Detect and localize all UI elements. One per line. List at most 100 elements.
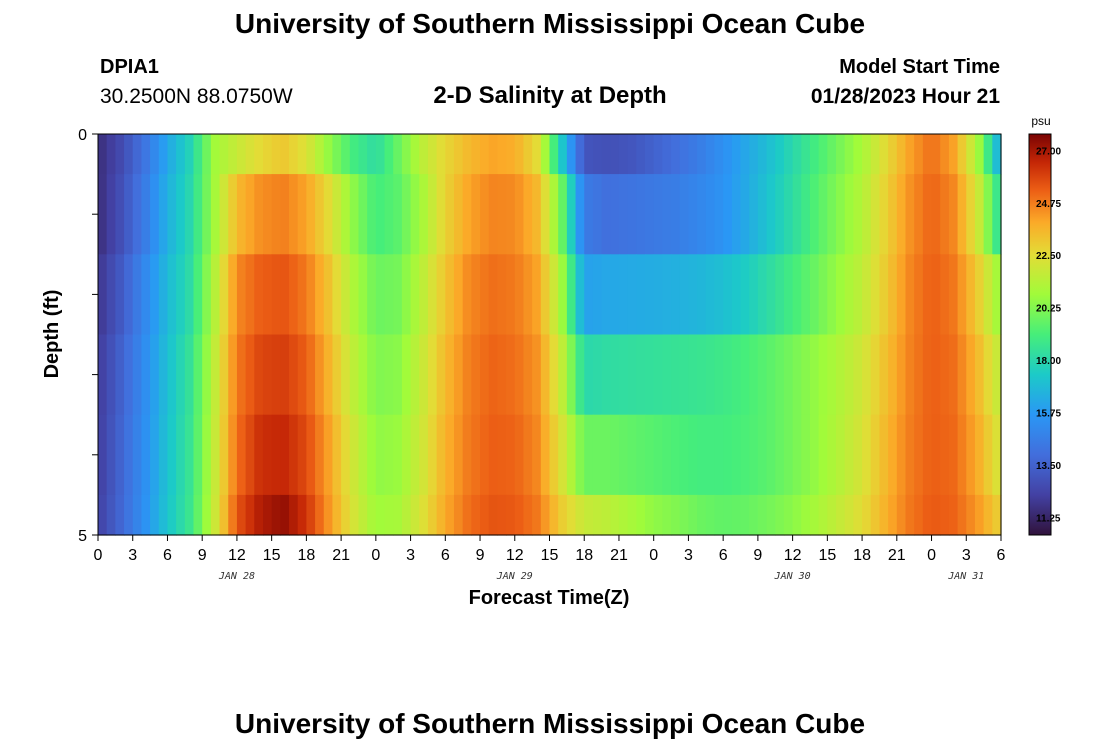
heatmap-cell [488,174,498,255]
heatmap-cell [332,414,342,496]
heatmap-cell [384,334,394,416]
heatmap-cell [940,494,950,536]
heatmap-cell [514,414,525,496]
heatmap-cell [262,174,273,255]
heatmap-cell [671,414,681,496]
heatmap-cell [315,494,325,536]
heatmap-cell [662,254,672,336]
model-start-value: 01/28/2023 Hour 21 [810,85,1000,108]
heatmap-cell [914,134,924,175]
heatmap-cell [749,174,759,255]
heatmap-cell [271,494,281,536]
heatmap-cell [271,174,281,255]
heatmap-cell [853,494,863,536]
heatmap-cell [98,494,108,536]
heatmap-cell [836,334,846,416]
heatmap-cell [827,414,837,496]
heatmap-cell [957,134,967,175]
heatmap-cell [497,134,507,175]
heatmap-cell [158,414,169,496]
heatmap-cell [280,254,290,336]
heatmap-cell [271,414,281,496]
heatmap-cell [349,174,360,255]
heatmap-cell [645,254,655,336]
heatmap-cell [384,414,394,496]
heatmap-cell [679,414,690,496]
heatmap-cell [410,134,420,175]
heatmap-cell [436,414,446,496]
heatmap-cell [714,414,724,496]
heatmap-cell [636,254,646,336]
x-axis-label: Forecast Time(Z) [469,587,630,609]
heatmap-cell [662,174,672,255]
heatmap-cell [566,254,577,336]
heatmap-cell [844,334,854,416]
heatmap-cell [419,494,429,536]
heatmap-cell [566,174,577,255]
heatmap-cell [697,174,707,255]
heatmap-cell [124,134,134,175]
heatmap-cell [836,134,846,175]
heatmap-cell [636,174,646,255]
heatmap-cell [592,134,603,175]
heatmap-cell [98,174,108,255]
heatmap-cell [549,334,559,416]
heatmap-cell [870,174,881,255]
heatmap-cell [905,174,915,255]
heatmap-cell [940,334,950,416]
heatmap-cell [158,134,169,175]
heatmap-cell [358,134,368,175]
heatmap-cell [228,334,238,416]
heatmap-cell [523,334,533,416]
heatmap-cell [549,174,559,255]
heatmap-cell [480,334,490,416]
heatmap-cell [384,494,394,536]
heatmap-cell [584,254,594,336]
heatmap-cell [992,134,1002,175]
heatmap-cell [358,254,368,336]
heatmap-cell [966,174,976,255]
colorbar-tick-label: 13.50 [1036,461,1061,472]
heatmap-cell [141,174,151,255]
heatmap-cell [662,334,672,416]
heatmap-cell [827,134,837,175]
heatmap-cell [532,174,542,255]
heatmap-cell [714,174,724,255]
heatmap-cell [228,134,238,175]
heatmap-cell [176,334,186,416]
heatmap-cell [176,134,186,175]
heatmap-cell [367,494,377,536]
heatmap-cell [297,334,307,416]
heatmap-cell [262,414,273,496]
heatmap-cell [757,174,768,255]
heatmap-cell [662,494,672,536]
heatmap-cell [844,414,854,496]
heatmap-cell [219,494,229,536]
x-tick-label: 15 [818,547,836,564]
x-tick-label: 9 [198,547,207,564]
heatmap-cell [610,254,620,336]
heatmap-cell [983,174,993,255]
heatmap-cell [974,254,985,336]
colorbar-tick-label: 27.00 [1036,146,1061,157]
heatmap-cell [245,334,255,416]
heatmap-cell [922,134,933,175]
heatmap-cell [480,494,490,536]
heatmap-cell [202,334,212,416]
heatmap-cell [384,134,394,175]
heatmap-cell [471,334,481,416]
heatmap-cell [540,134,551,175]
heatmap-cell [315,174,325,255]
heatmap-cell [254,174,264,255]
heatmap-cell [514,254,525,336]
heatmap-cell [957,174,967,255]
heatmap-cell [836,174,846,255]
heatmap-cell [575,334,585,416]
heatmap-cell [462,414,472,496]
heatmap-cell [723,174,733,255]
heatmap-cell [688,494,698,536]
heatmap-cell [775,134,785,175]
heatmap-cell [618,334,629,416]
x-tick-label: 6 [163,547,172,564]
heatmap-cell [862,334,872,416]
